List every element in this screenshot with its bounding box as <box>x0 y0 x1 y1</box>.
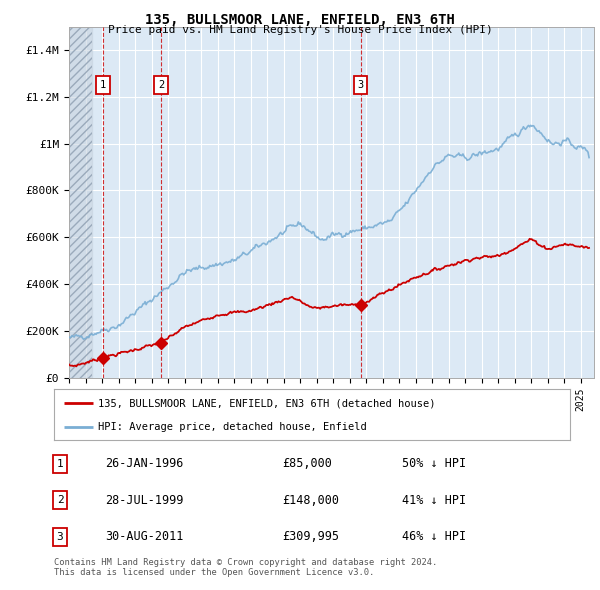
Text: £309,995: £309,995 <box>282 530 339 543</box>
Text: 28-JUL-1999: 28-JUL-1999 <box>105 494 184 507</box>
Text: HPI: Average price, detached house, Enfield: HPI: Average price, detached house, Enfi… <box>98 422 367 432</box>
Bar <box>69 27 92 378</box>
Text: Price paid vs. HM Land Registry's House Price Index (HPI): Price paid vs. HM Land Registry's House … <box>107 25 493 35</box>
Text: 3: 3 <box>358 80 364 90</box>
Text: 2: 2 <box>158 80 164 90</box>
Text: 3: 3 <box>56 532 64 542</box>
Text: 1: 1 <box>56 459 64 468</box>
Text: £85,000: £85,000 <box>282 457 332 470</box>
Text: 135, BULLSMOOR LANE, ENFIELD, EN3 6TH (detached house): 135, BULLSMOOR LANE, ENFIELD, EN3 6TH (d… <box>98 398 436 408</box>
Text: 50% ↓ HPI: 50% ↓ HPI <box>402 457 466 470</box>
Text: 30-AUG-2011: 30-AUG-2011 <box>105 530 184 543</box>
Text: £148,000: £148,000 <box>282 494 339 507</box>
Bar <box>69 27 92 378</box>
Text: Contains HM Land Registry data © Crown copyright and database right 2024.
This d: Contains HM Land Registry data © Crown c… <box>54 558 437 577</box>
Text: 2: 2 <box>56 496 64 505</box>
Text: 135, BULLSMOOR LANE, ENFIELD, EN3 6TH: 135, BULLSMOOR LANE, ENFIELD, EN3 6TH <box>145 13 455 27</box>
Text: 46% ↓ HPI: 46% ↓ HPI <box>402 530 466 543</box>
Text: 41% ↓ HPI: 41% ↓ HPI <box>402 494 466 507</box>
Text: 26-JAN-1996: 26-JAN-1996 <box>105 457 184 470</box>
Text: 1: 1 <box>100 80 106 90</box>
